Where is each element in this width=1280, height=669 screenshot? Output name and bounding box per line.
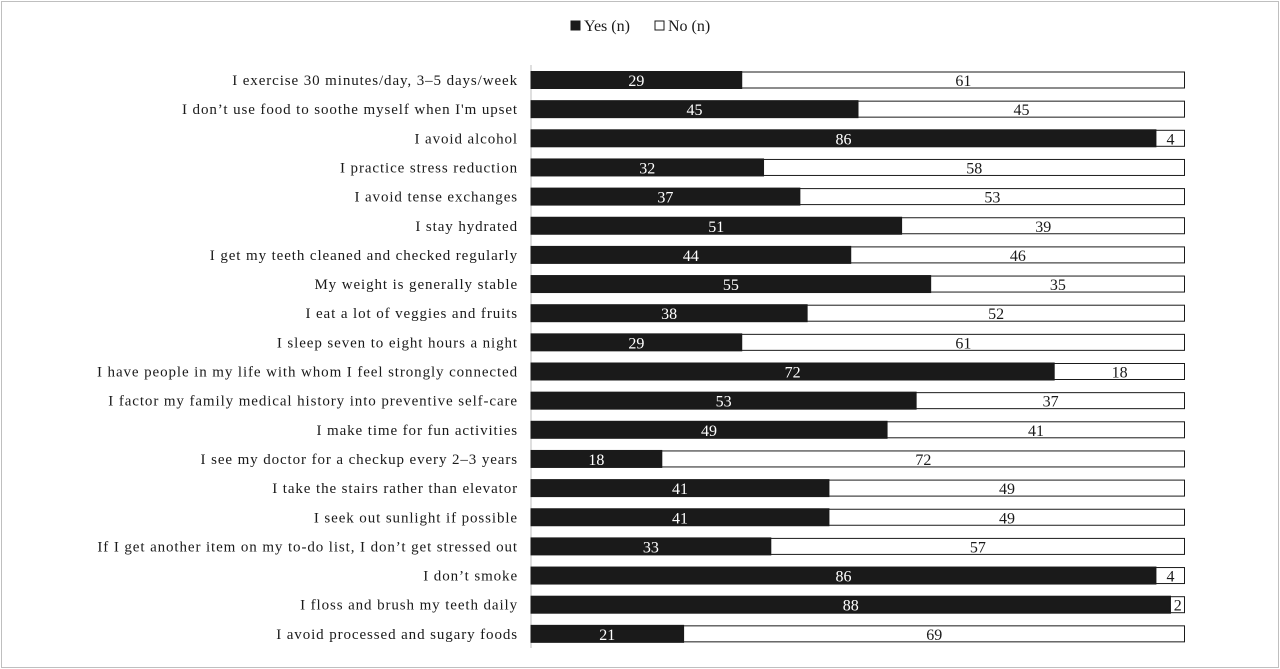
bar-no xyxy=(770,537,1185,555)
bar-no xyxy=(1155,129,1186,147)
category-label: I stay hydrated xyxy=(415,219,518,235)
category-label: I factor my family medical history into … xyxy=(108,394,518,410)
data-label-no: 2 xyxy=(1174,598,1182,615)
bar-no xyxy=(741,333,1185,351)
data-label-yes: 45 xyxy=(687,102,703,119)
category-label: I floss and brush my teeth daily xyxy=(300,598,518,614)
data-label-yes: 21 xyxy=(599,627,615,644)
bar-no xyxy=(1053,363,1185,380)
category-label: I avoid tense exchanges xyxy=(354,190,518,206)
data-label-no: 37 xyxy=(1043,394,1059,411)
data-label-no: 41 xyxy=(1028,423,1044,440)
data-label-no: 52 xyxy=(988,306,1004,323)
data-label-no: 49 xyxy=(999,481,1015,498)
data-label-no: 49 xyxy=(999,510,1015,527)
data-label-no: 35 xyxy=(1050,277,1066,294)
category-label: I have people in my life with whom I fee… xyxy=(97,365,518,381)
data-label-yes: 86 xyxy=(835,131,851,148)
data-label-no: 4 xyxy=(1166,569,1174,586)
data-label-yes: 38 xyxy=(661,306,677,323)
data-label-yes: 18 xyxy=(588,452,604,469)
category-label: My weight is generally stable xyxy=(314,277,518,293)
data-label-yes: 41 xyxy=(672,510,688,527)
bar-no xyxy=(828,508,1186,526)
data-label-yes: 86 xyxy=(835,569,851,586)
bar-no xyxy=(850,246,1185,264)
bar-no xyxy=(915,392,1186,410)
data-label-yes: 55 xyxy=(723,277,739,294)
category-label: I make time for fun activities xyxy=(316,423,518,439)
category-label: I see my doctor for a checkup every 2–3 … xyxy=(201,452,518,468)
category-label: I sleep seven to eight hours a night xyxy=(277,335,518,351)
bar-no xyxy=(799,188,1185,206)
legend-swatch-yes xyxy=(570,20,581,31)
category-label: I don’t use food to soothe myself when I… xyxy=(182,102,518,118)
data-label-yes: 33 xyxy=(643,539,659,556)
bar-no xyxy=(741,71,1185,89)
data-label-yes: 51 xyxy=(708,219,724,236)
data-label-yes: 88 xyxy=(843,598,859,615)
category-label: I practice stress reduction xyxy=(340,160,518,176)
data-label-no: 39 xyxy=(1035,219,1051,236)
legend: Yes (n) No (n) xyxy=(570,18,710,35)
bar-no xyxy=(683,625,1185,643)
data-label-no: 46 xyxy=(1010,248,1026,265)
data-label-yes: 29 xyxy=(628,73,644,90)
category-label: I get my teeth cleaned and checked regul… xyxy=(210,248,518,264)
legend-label-yes: Yes (n) xyxy=(584,18,630,35)
data-label-yes: 41 xyxy=(672,481,688,498)
category-label: I eat a lot of veggies and fruits xyxy=(305,306,518,322)
data-label-yes: 32 xyxy=(639,160,655,177)
data-label-yes: 53 xyxy=(716,394,732,411)
data-label-no: 58 xyxy=(966,160,982,177)
data-label-yes: 37 xyxy=(657,190,673,207)
category-label: I avoid processed and sugary foods xyxy=(276,627,518,643)
bar-no xyxy=(828,479,1186,497)
data-label-no: 18 xyxy=(1112,365,1128,382)
data-label-no: 61 xyxy=(955,335,971,352)
bar-no xyxy=(857,100,1185,118)
data-label-no: 57 xyxy=(970,539,986,556)
bar-no xyxy=(930,275,1186,293)
data-label-yes: 29 xyxy=(628,335,644,352)
bar-no xyxy=(886,421,1185,439)
data-label-no: 61 xyxy=(955,73,971,90)
data-label-yes: 49 xyxy=(701,423,717,440)
data-label-yes: 44 xyxy=(683,248,699,265)
bar-no xyxy=(661,450,1185,468)
category-label: I seek out sunlight if possible xyxy=(314,510,518,526)
legend-label-no: No (n) xyxy=(668,18,710,35)
category-label: If I get another item on my to-do list, … xyxy=(97,539,518,555)
data-label-no: 69 xyxy=(926,627,942,644)
bar-no xyxy=(763,158,1185,176)
bar-no xyxy=(901,217,1185,235)
category-label: I don’t smoke xyxy=(423,569,518,585)
category-label: I take the stairs rather than elevator xyxy=(272,481,518,497)
data-label-no: 72 xyxy=(915,452,931,469)
legend-swatch-no xyxy=(654,20,665,31)
bar-no xyxy=(1169,596,1186,614)
category-label: I exercise 30 minutes/day, 3–5 days/week xyxy=(232,73,518,89)
data-label-no: 4 xyxy=(1166,131,1174,148)
data-label-no: 45 xyxy=(1014,102,1030,119)
data-label-no: 53 xyxy=(984,190,1000,207)
data-label-yes: 72 xyxy=(785,365,801,382)
bar-no xyxy=(806,304,1186,322)
bar-no xyxy=(1155,567,1186,585)
category-label: I avoid alcohol xyxy=(415,131,518,147)
